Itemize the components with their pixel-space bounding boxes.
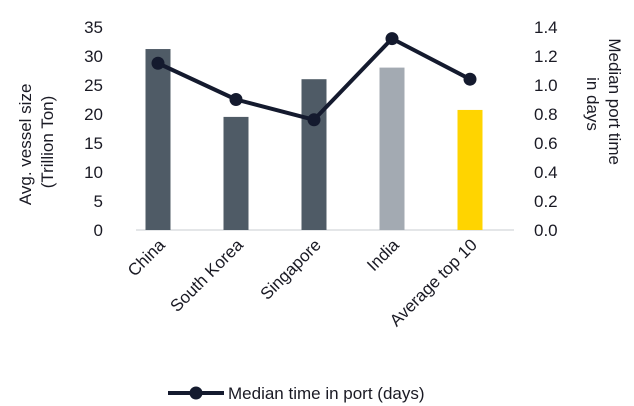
right-tick-label: 0.6 (534, 134, 558, 153)
category-label: China (124, 235, 169, 280)
left-axis-title-line-1: Avg. vessel size (16, 84, 35, 206)
left-tick-label: 35 (84, 18, 103, 37)
left-tick-label: 30 (84, 47, 103, 66)
data-point (463, 72, 477, 86)
left-tick-label: 10 (84, 163, 103, 182)
left-tick-label: 15 (84, 134, 103, 153)
bar (145, 49, 171, 230)
right-tick-label: 1.0 (534, 76, 558, 95)
category-label: South Korea (167, 235, 248, 316)
left-tick-label: 5 (94, 192, 103, 211)
left-tick-label: 20 (84, 105, 103, 124)
line-series (151, 32, 477, 127)
left-tick-label: 25 (84, 76, 103, 95)
left-axis-ticks: 0 5 10 15 20 25 30 35 (84, 18, 103, 240)
right-tick-label: 1.4 (534, 18, 558, 37)
bar (457, 109, 483, 230)
data-point (385, 32, 399, 46)
legend-marker-swatch (189, 386, 203, 400)
category-label: India (363, 235, 403, 275)
data-point (229, 93, 243, 106)
bar (223, 116, 249, 230)
data-point (151, 56, 165, 70)
right-axis-ticks: 0.0 0.2 0.4 0.6 0.8 1.0 1.2 1.4 (534, 18, 558, 240)
left-axis-title: Avg. vessel size (Trillion Ton) (16, 79, 57, 205)
bars (145, 49, 483, 230)
right-tick-label: 0.0 (534, 221, 558, 240)
left-tick-label: 0 (94, 221, 103, 240)
data-point (307, 113, 321, 127)
category-label: Singapore (257, 235, 325, 303)
right-axis-title-line-2: in days (583, 77, 602, 131)
bar (379, 67, 405, 230)
left-axis-title-line-2: (Trillion Ton) (38, 96, 57, 189)
right-tick-label: 0.8 (534, 105, 558, 124)
legend-label: Median time in port (days) (228, 384, 425, 403)
right-tick-label: 0.4 (534, 163, 558, 182)
right-tick-label: 0.2 (534, 192, 558, 211)
right-tick-label: 1.2 (534, 47, 558, 66)
legend: Median time in port (days) (168, 384, 425, 403)
bar (301, 79, 327, 230)
right-axis-title-line-1: Median port time (605, 38, 624, 165)
right-axis-title: Median port time in days (583, 38, 624, 169)
